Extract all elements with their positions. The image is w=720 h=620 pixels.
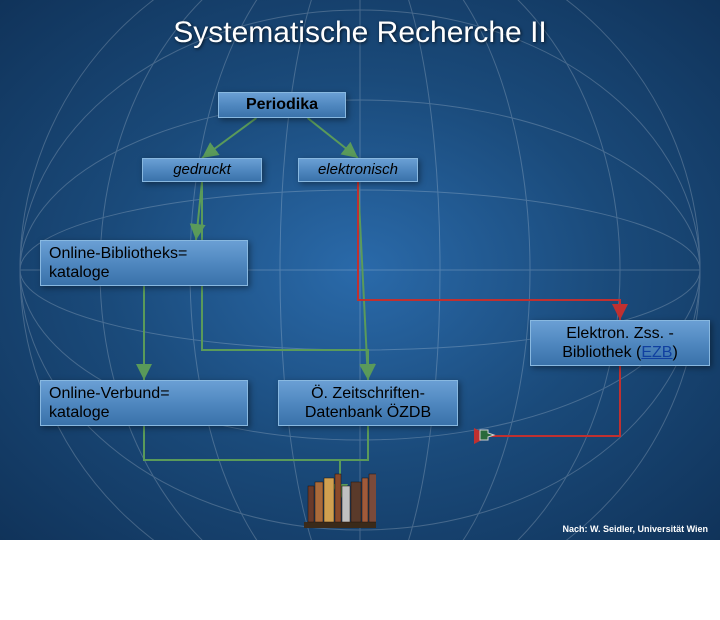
node-onlinebib: Online-Bibliotheks=kataloge — [40, 240, 248, 286]
node-onlineverbund: Online-Verbund=kataloge — [40, 380, 248, 426]
node-oezdb: Ö. Zeitschriften-Datenbank ÖZDB — [278, 380, 458, 426]
node-elektronisch: elektronisch — [298, 158, 418, 182]
books-icon — [304, 472, 376, 528]
edge-1 — [308, 118, 358, 158]
play-arrow-icon — [478, 428, 496, 442]
node-ezb: Elektron. Zss. -Bibliothek (EZB) — [530, 320, 710, 366]
edge-7 — [358, 182, 368, 380]
edge-0 — [202, 118, 256, 158]
footer-credit: Nach: W. Seidler, Universität Wien — [563, 524, 708, 534]
page-title: Systematische Recherche II — [0, 16, 720, 50]
node-gedruckt: gedruckt — [142, 158, 262, 182]
node-periodika: Periodika — [218, 92, 346, 118]
edge-8 — [358, 182, 620, 320]
ezb-link[interactable]: EZB — [641, 344, 672, 361]
edge-9 — [490, 366, 620, 436]
slide: Systematische Recherche II Periodika gedr… — [0, 0, 720, 540]
edge-2 — [196, 182, 202, 240]
